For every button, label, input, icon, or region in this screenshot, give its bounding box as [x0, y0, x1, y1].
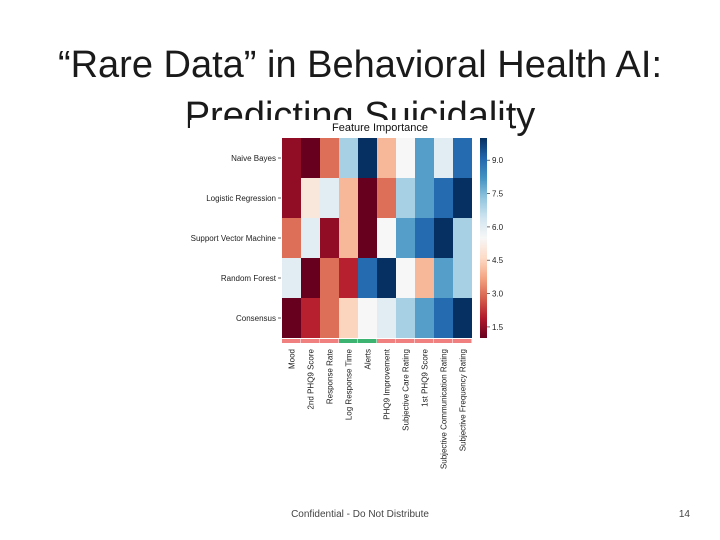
heatmap-cell: [415, 178, 434, 218]
heatmap-cell: [396, 138, 415, 178]
row-label: Support Vector Machine: [191, 234, 277, 243]
heatmap-cell: [301, 178, 320, 218]
heatmap-cell: [377, 258, 396, 298]
heatmap-cell: [434, 298, 453, 338]
slide-title: “Rare Data” in Behavioral Health AI: Pre…: [57, 44, 663, 137]
heatmap-chart: Naive Bayes Logistic Regression Support Ve…: [191, 138, 504, 469]
heatmap-cell: [415, 218, 434, 258]
heatmap-cell: [396, 258, 415, 298]
feature-group-marker: [415, 339, 434, 343]
heatmap-cell: [453, 138, 472, 178]
column-label: Subjective Frequency Rating: [459, 349, 468, 451]
column-label: Subjective Communication Rating: [440, 349, 449, 469]
heatmap-cell: [320, 298, 339, 338]
row-label: Naive Bayes: [231, 154, 276, 163]
heatmap-cell: [415, 258, 434, 298]
heatmap-cell: [434, 258, 453, 298]
column-label: Mood: [288, 349, 297, 369]
heatmap-cell: [358, 178, 377, 218]
heatmap-cell: [377, 298, 396, 338]
feature-group-marker: [434, 339, 453, 343]
colorbar-tick-label: 4.5: [492, 256, 504, 265]
colorbar: [480, 138, 487, 338]
feature-group-marker: [358, 339, 377, 343]
feature-group-marker: [282, 339, 301, 343]
heatmap-cell: [396, 178, 415, 218]
heatmap-cell: [301, 218, 320, 258]
column-label: 1st PHQ9 Score: [421, 348, 430, 406]
column-label: 2nd PHQ9 Score: [307, 348, 316, 409]
chart-title: Feature Importance: [332, 122, 428, 134]
feature-group-marker: [320, 339, 339, 343]
heatmap-cell: [453, 218, 472, 258]
colorbar-tick-label: 6.0: [492, 223, 504, 232]
heatmap-cell: [377, 178, 396, 218]
heatmap-cell: [339, 218, 358, 258]
colorbar-tick-label: 1.5: [492, 323, 504, 332]
heatmap-cell: [434, 138, 453, 178]
heatmap-cell: [453, 178, 472, 218]
feature-group-marker: [453, 339, 472, 343]
heatmap-cell: [301, 138, 320, 178]
row-label: Consensus: [236, 314, 276, 323]
heatmap-cell: [320, 138, 339, 178]
heatmap-cell: [377, 138, 396, 178]
heatmap-cell: [282, 218, 301, 258]
heatmap-cell: [301, 258, 320, 298]
heatmap-cell: [396, 298, 415, 338]
heatmap-cell: [415, 298, 434, 338]
feature-group-marker: [339, 339, 358, 343]
colorbar-tick-label: 9.0: [492, 156, 504, 165]
heatmap-cell: [415, 138, 434, 178]
heatmap-cell: [282, 178, 301, 218]
heatmap-cell: [320, 258, 339, 298]
row-label: Random Forest: [221, 274, 277, 283]
column-label: Response Rate: [326, 348, 335, 404]
feature-group-marker: [396, 339, 415, 343]
feature-group-marker: [301, 339, 320, 343]
heatmap-cell: [339, 258, 358, 298]
heatmap-cell: [453, 298, 472, 338]
heatmap-cell: [396, 218, 415, 258]
heatmap-figure: Feature Importance Naive Bayes Logistic R…: [190, 120, 510, 512]
column-label: PHQ9 Improvement: [383, 348, 392, 419]
feature-group-marker: [377, 339, 396, 343]
heatmap-cell: [358, 218, 377, 258]
heatmap-cell: [282, 298, 301, 338]
heatmap-cell: [320, 218, 339, 258]
heatmap-cell: [339, 298, 358, 338]
heatmap-cell: [282, 258, 301, 298]
heatmap-cell: [358, 138, 377, 178]
heatmap-cell: [320, 178, 339, 218]
column-label: Subjective Care Rating: [402, 349, 411, 431]
colorbar-tick-label: 7.5: [492, 190, 504, 199]
colorbar-tick-label: 3.0: [492, 290, 504, 299]
heatmap-cell: [453, 258, 472, 298]
slide-footer: Confidential - Do Not Distribute: [291, 509, 429, 520]
column-label: Alerts: [364, 349, 373, 369]
heatmap-cell: [339, 138, 358, 178]
page-number: 14: [678, 509, 690, 520]
heatmap-cell: [282, 138, 301, 178]
heatmap-cell: [358, 298, 377, 338]
heatmap-cell: [377, 218, 396, 258]
heatmap-cell: [339, 178, 358, 218]
column-label: Log Response Time: [345, 348, 354, 420]
heatmap-cell: [301, 298, 320, 338]
row-label: Logistic Regression: [206, 194, 276, 203]
heatmap-cell: [434, 178, 453, 218]
heatmap-cell: [358, 258, 377, 298]
heatmap-cell: [434, 218, 453, 258]
